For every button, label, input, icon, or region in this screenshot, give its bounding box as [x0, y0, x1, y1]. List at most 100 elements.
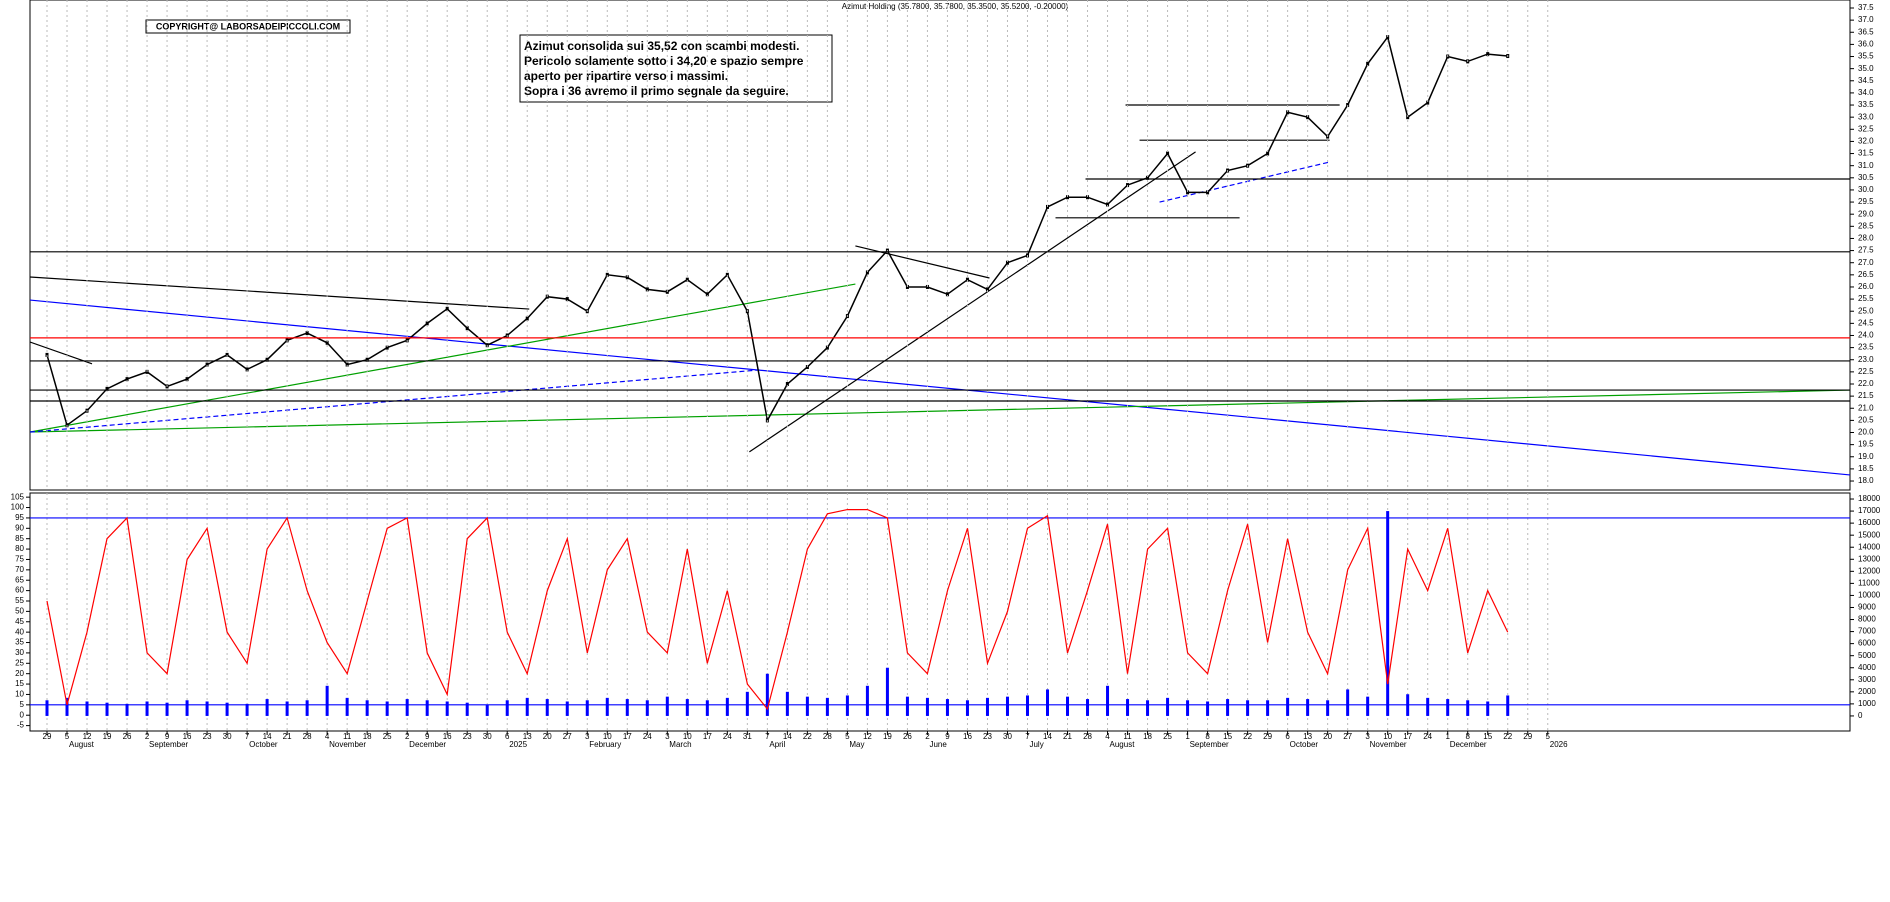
- x-tick-label: 19: [103, 732, 112, 741]
- price-bar: [105, 386, 109, 391]
- x-tick-label: 31: [743, 732, 752, 741]
- price-bar: [985, 287, 989, 292]
- y-tick-label: 25.0: [1858, 306, 1874, 315]
- x-tick-label: 22: [1503, 732, 1512, 741]
- price-bar: [1206, 190, 1210, 195]
- y-tick-label: 30.0: [1858, 185, 1874, 194]
- x-tick-label: 3: [665, 732, 670, 741]
- x-tick-label: 12: [83, 732, 92, 741]
- y-tick-label: 50: [15, 606, 24, 615]
- volume-bar: [1066, 696, 1070, 716]
- price-bar: [605, 272, 609, 277]
- y-tick-label: 45: [15, 617, 24, 626]
- y-tick-label: 23.5: [1858, 343, 1874, 352]
- x-tick-label: 4: [1105, 732, 1110, 741]
- x-tick-label: 10: [683, 732, 692, 741]
- price-bar: [625, 275, 629, 280]
- x-tick-label: 15: [1483, 732, 1492, 741]
- y2-tick-label: 12000: [1858, 566, 1881, 575]
- month-label: November: [1370, 740, 1407, 749]
- price-bar: [1086, 195, 1090, 200]
- x-tick-label: 2: [925, 732, 930, 741]
- volume-bar: [385, 701, 389, 716]
- y-tick-label: 20: [15, 669, 24, 678]
- volume-bar: [1206, 701, 1210, 716]
- volume-bar: [925, 697, 929, 716]
- x-tick-label: 3: [585, 732, 590, 741]
- price-bar: [125, 377, 129, 382]
- y-tick-label: 95: [15, 513, 24, 522]
- volume-bar: [1246, 700, 1250, 716]
- month-label: 2025: [509, 740, 527, 749]
- x-tick-label: 8: [1465, 732, 1470, 741]
- y2-tick-label: 0: [1858, 711, 1863, 720]
- x-tick-label: 14: [263, 732, 272, 741]
- price-bar: [1286, 110, 1290, 115]
- volume-bar: [625, 699, 629, 716]
- month-label: June: [929, 740, 947, 749]
- y2-tick-label: 18000: [1858, 494, 1881, 503]
- month-label: October: [249, 740, 278, 749]
- volume-bar: [1226, 699, 1230, 716]
- y-tick-label: 90: [15, 523, 24, 532]
- y2-tick-label: 6000: [1858, 639, 1876, 648]
- y-tick-label: 70: [15, 565, 24, 574]
- trend-line: [30, 283, 856, 433]
- y-tick-label: 25.5: [1858, 294, 1874, 303]
- x-tick-label: 25: [383, 732, 392, 741]
- trend-line: [30, 276, 530, 310]
- price-bar: [705, 292, 709, 297]
- price-bar: [265, 357, 269, 362]
- y-tick-label: 60: [15, 586, 24, 595]
- volume-bar: [965, 700, 969, 716]
- volume-bar: [885, 667, 889, 716]
- y-tick-label: 31.5: [1858, 149, 1874, 158]
- volume-bar: [245, 703, 249, 716]
- y-tick-label: 26.0: [1858, 282, 1874, 291]
- month-label: December: [409, 740, 446, 749]
- x-tick-label: 7: [245, 732, 250, 741]
- price-bar: [1386, 35, 1390, 40]
- x-tick-label: 1: [1445, 732, 1450, 741]
- y-tick-label: 35: [15, 638, 24, 647]
- volume-bar: [1146, 700, 1150, 716]
- x-tick-label: 16: [963, 732, 972, 741]
- y-tick-label: 21.0: [1858, 403, 1874, 412]
- x-tick-label: 22: [1243, 732, 1252, 741]
- annotation-line: Sopra i 36 avremo il primo segnale da se…: [524, 84, 789, 98]
- x-tick-label: 30: [223, 732, 232, 741]
- volume-bar: [1005, 696, 1009, 716]
- y2-tick-label: 7000: [1858, 627, 1876, 636]
- price-bar: [425, 321, 429, 326]
- y2-tick-label: 11000: [1858, 578, 1880, 587]
- price-bar: [225, 352, 229, 357]
- x-tick-label: 5: [1546, 732, 1551, 741]
- y-tick-label: 21.5: [1858, 391, 1874, 400]
- x-tick-label: 28: [303, 732, 312, 741]
- volume-bar: [465, 702, 469, 716]
- price-bar: [1066, 195, 1070, 200]
- price-bar: [1005, 260, 1009, 265]
- y-tick-label: -5: [17, 721, 25, 730]
- x-tick-label: 19: [883, 732, 892, 741]
- volume-bar: [985, 697, 989, 716]
- volume-bar: [1126, 699, 1130, 716]
- volume-bar: [665, 696, 669, 716]
- price-bar: [385, 345, 389, 350]
- copyright: COPYRIGHT@ LABORSADEIPICCOLI.COM: [156, 21, 340, 31]
- x-tick-label: 21: [1063, 732, 1072, 741]
- volume-bar: [1366, 696, 1370, 716]
- price-bar: [525, 316, 529, 321]
- volume-bar: [165, 702, 169, 716]
- volume-bar: [805, 696, 809, 716]
- price-bar: [45, 352, 49, 357]
- volume-bar: [405, 699, 409, 716]
- x-tick-label: 1: [1185, 732, 1190, 741]
- price-bar: [1426, 100, 1430, 105]
- x-tick-label: 28: [1083, 732, 1092, 741]
- y-tick-label: 40: [15, 627, 24, 636]
- x-tick-label: 14: [783, 732, 792, 741]
- x-tick-label: 26: [903, 732, 912, 741]
- volume-bar: [225, 702, 229, 716]
- price-bar: [465, 326, 469, 331]
